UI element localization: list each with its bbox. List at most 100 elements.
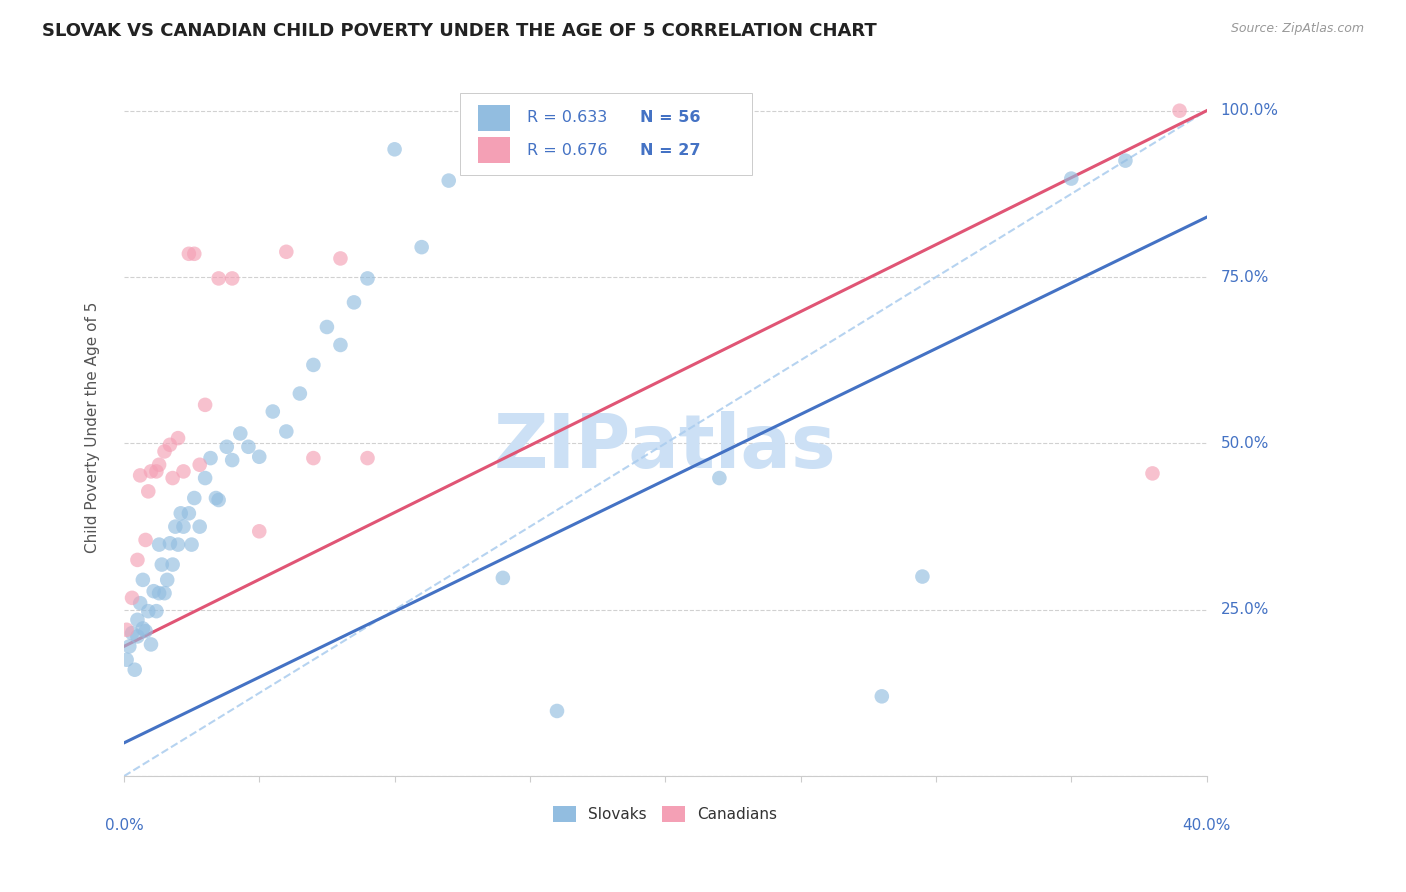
Point: [1060, 171, 1083, 186]
Point: [165, 519, 187, 533]
Point: [150, 558, 173, 572]
Point: [546, 704, 568, 718]
Point: [208, 271, 231, 285]
Point: [262, 404, 284, 418]
Point: [121, 591, 143, 605]
Point: [205, 491, 228, 505]
Point: [194, 398, 217, 412]
Point: [148, 586, 170, 600]
Point: [329, 252, 352, 266]
Point: [172, 464, 194, 478]
Point: [411, 240, 433, 254]
Point: [238, 440, 260, 454]
Point: [156, 573, 179, 587]
Point: [180, 538, 202, 552]
Text: 100.0%: 100.0%: [1220, 103, 1278, 119]
Point: [276, 244, 298, 259]
Point: [172, 519, 194, 533]
Text: 75.0%: 75.0%: [1220, 269, 1268, 285]
Point: [276, 425, 298, 439]
Point: [288, 386, 311, 401]
Point: [221, 453, 243, 467]
Point: [142, 584, 165, 599]
Point: [121, 626, 143, 640]
Point: [1142, 467, 1164, 481]
Point: [188, 458, 211, 472]
Point: [127, 613, 149, 627]
Point: [148, 458, 170, 472]
Point: [329, 338, 352, 352]
Point: [132, 622, 155, 636]
Text: SLOVAK VS CANADIAN CHILD POVERTY UNDER THE AGE OF 5 CORRELATION CHART: SLOVAK VS CANADIAN CHILD POVERTY UNDER T…: [42, 22, 877, 40]
Point: [316, 320, 339, 334]
Point: [302, 451, 325, 466]
FancyBboxPatch shape: [478, 136, 510, 163]
Point: [139, 637, 162, 651]
Point: [229, 426, 252, 441]
Point: [302, 358, 325, 372]
Point: [162, 471, 184, 485]
Point: [343, 295, 366, 310]
FancyBboxPatch shape: [478, 104, 510, 131]
Point: [247, 450, 270, 464]
Text: N = 27: N = 27: [640, 143, 700, 158]
Point: [356, 451, 378, 466]
Text: Source: ZipAtlas.com: Source: ZipAtlas.com: [1230, 22, 1364, 36]
Point: [492, 571, 515, 585]
Point: [183, 491, 205, 505]
Point: [200, 451, 222, 466]
Text: 25.0%: 25.0%: [1220, 602, 1268, 617]
Point: [247, 524, 270, 539]
Point: [135, 533, 157, 547]
Point: [194, 471, 217, 485]
Point: [135, 624, 157, 639]
Point: [208, 493, 231, 508]
Text: R = 0.676: R = 0.676: [527, 143, 607, 158]
Point: [136, 484, 159, 499]
Text: 40.0%: 40.0%: [1182, 818, 1230, 833]
Point: [159, 438, 181, 452]
Text: N = 56: N = 56: [640, 111, 700, 126]
Y-axis label: Child Poverty Under the Age of 5: Child Poverty Under the Age of 5: [86, 301, 100, 552]
Point: [1168, 103, 1191, 118]
Point: [115, 623, 138, 637]
Point: [709, 471, 731, 485]
Point: [188, 519, 211, 533]
Point: [159, 536, 181, 550]
Text: 50.0%: 50.0%: [1220, 436, 1268, 451]
Text: R = 0.633: R = 0.633: [527, 111, 607, 126]
Point: [437, 173, 460, 187]
Point: [139, 464, 162, 478]
Point: [148, 538, 170, 552]
Point: [177, 506, 200, 520]
Point: [153, 444, 176, 458]
Point: [215, 440, 238, 454]
Text: ZIPatlas: ZIPatlas: [494, 411, 837, 484]
Text: 0.0%: 0.0%: [104, 818, 143, 833]
Point: [384, 142, 406, 156]
Point: [127, 629, 149, 643]
Point: [129, 596, 152, 610]
Point: [167, 538, 190, 552]
Point: [136, 604, 159, 618]
Point: [221, 271, 243, 285]
Point: [153, 586, 176, 600]
Legend: Slovaks, Canadians: Slovaks, Canadians: [547, 800, 783, 828]
Point: [118, 640, 141, 654]
Point: [132, 573, 155, 587]
Point: [167, 431, 190, 445]
Point: [356, 271, 378, 285]
Point: [162, 558, 184, 572]
Point: [870, 690, 893, 704]
Point: [145, 604, 167, 618]
Point: [127, 553, 149, 567]
Point: [177, 247, 200, 261]
Point: [183, 247, 205, 261]
Point: [124, 663, 146, 677]
Point: [170, 506, 193, 520]
Point: [115, 653, 138, 667]
Point: [1114, 153, 1136, 168]
Point: [129, 468, 152, 483]
Point: [145, 464, 167, 478]
Point: [911, 569, 934, 583]
